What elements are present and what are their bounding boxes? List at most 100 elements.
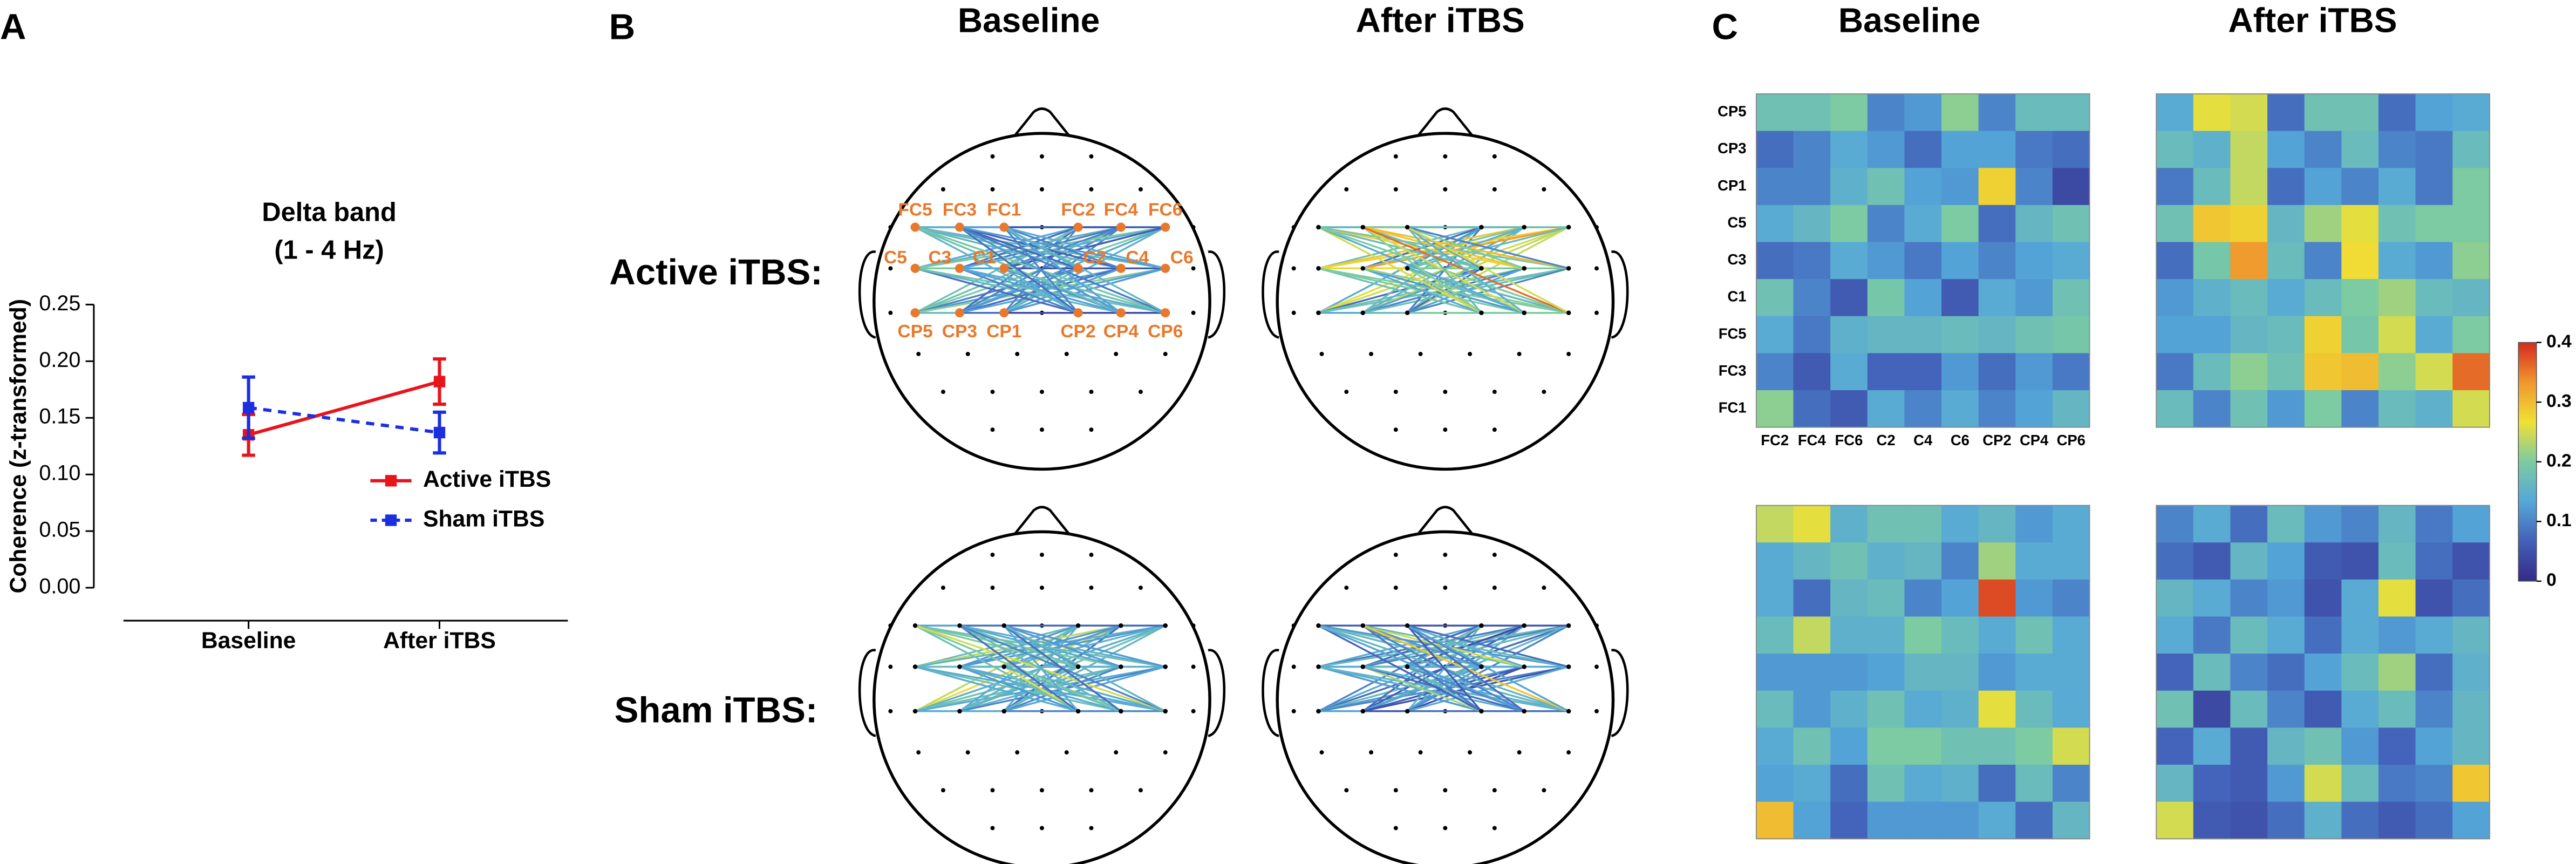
heatmap-cell xyxy=(1830,690,1868,729)
x-tick-label: Baseline xyxy=(201,628,296,654)
heatmap-cell xyxy=(2304,93,2342,132)
heatmap-cell xyxy=(2341,131,2379,169)
heatmap-cell xyxy=(2052,168,2090,206)
electrode-label: C5 xyxy=(884,248,907,268)
heatmap-cell xyxy=(2267,205,2305,243)
electrode-dot xyxy=(1089,826,1094,831)
heatmap-cell xyxy=(1867,242,1905,280)
head-ear xyxy=(1262,649,1279,737)
heatmap-cell xyxy=(1830,390,1868,428)
heatmap-cell xyxy=(1904,654,1942,691)
heatmap-cell xyxy=(2378,654,2416,691)
electrode-label: CP4 xyxy=(1103,322,1139,342)
heatmap-cell xyxy=(2156,205,2194,243)
heatmap-cell xyxy=(2378,390,2416,428)
heatmap-frame xyxy=(1755,505,2090,840)
heatmap-cell xyxy=(2304,727,2342,765)
heatmap-cell xyxy=(2156,316,2194,354)
heatmap-cell xyxy=(2230,390,2268,428)
heatmap-cell xyxy=(1756,801,1794,840)
electrode xyxy=(1405,224,1410,230)
heatmap-cell xyxy=(1867,765,1905,802)
heatmap-cell xyxy=(2378,168,2416,206)
x-tick-label: After iTBS xyxy=(383,628,496,654)
electrode xyxy=(1119,664,1123,669)
legend-marker xyxy=(385,475,397,487)
electrode-dot xyxy=(990,553,995,557)
electrode-dot xyxy=(990,427,995,432)
heatmap-cell xyxy=(2341,616,2379,655)
heatmap-cell xyxy=(2304,242,2342,280)
heatmap-cell xyxy=(2193,505,2231,543)
heatmap-cell xyxy=(2452,168,2490,206)
heatmap-cell xyxy=(1867,690,1905,729)
heatmap-cell xyxy=(2015,765,2053,802)
heatmap-cell xyxy=(1978,242,2016,280)
y-tick-label: 0.15 xyxy=(39,405,80,428)
heatmap-cell xyxy=(2378,727,2416,765)
heatmap-cell xyxy=(1756,353,1794,391)
heatmap-cell xyxy=(2230,579,2268,617)
heatmap-cell xyxy=(1830,93,1868,132)
electrode-dot xyxy=(1418,351,1423,356)
heatmap-cell xyxy=(1830,542,1868,580)
electrode-dot xyxy=(1492,154,1497,159)
heatmap-cell xyxy=(1830,616,1868,655)
heatmap-cell xyxy=(2415,654,2454,691)
electrode-label: CP6 xyxy=(1148,322,1183,342)
electrode xyxy=(1116,263,1126,273)
heatmap-cell xyxy=(2267,242,2305,280)
electrode-dot xyxy=(1191,664,1196,669)
col-label: CP6 xyxy=(2057,432,2086,448)
network-edge xyxy=(1407,624,1569,712)
electrode xyxy=(957,664,962,669)
electrode xyxy=(1566,623,1571,628)
electrode-dot xyxy=(990,788,995,793)
heatmap-cell xyxy=(2230,727,2268,765)
electrode-dot xyxy=(1492,788,1497,793)
electrode-dot xyxy=(888,709,893,713)
electrode-dot xyxy=(1191,709,1196,713)
network-edge xyxy=(1004,624,1121,668)
heatmap-cell xyxy=(2304,690,2342,729)
network-edge xyxy=(1318,226,1482,314)
electrode-dot xyxy=(1039,788,1044,793)
network-edge xyxy=(959,624,1079,712)
heatmap-cell xyxy=(2052,690,2090,729)
heatmap-cell xyxy=(2156,505,2194,543)
column-title: After iTBS xyxy=(1356,1,1525,40)
electrode-label: FC3 xyxy=(943,200,977,220)
heatmap-cell xyxy=(2230,505,2268,543)
heatmap-cell xyxy=(2304,579,2342,617)
heatmap-cell xyxy=(2415,727,2454,765)
row-title: Active iTBS: xyxy=(609,252,822,292)
heatmap-cell xyxy=(2052,390,2090,428)
heatmap-cell xyxy=(2015,579,2053,617)
marker xyxy=(433,376,446,387)
electrode xyxy=(1163,623,1168,628)
heatmap-cell xyxy=(2452,316,2490,354)
network-edge xyxy=(1003,624,1122,712)
heatmap-cell xyxy=(2052,205,2090,243)
heatmap-cell xyxy=(2052,616,2090,655)
heatmap-cell xyxy=(2156,654,2194,691)
electrode-label: FC1 xyxy=(987,200,1021,220)
electrode-dot xyxy=(1139,788,1143,793)
legend-label: Active iTBS xyxy=(423,466,551,492)
electrode xyxy=(1119,709,1123,714)
heatmap-cell xyxy=(2415,93,2454,132)
heatmap-cell xyxy=(2304,168,2342,206)
heatmap-cell xyxy=(2156,353,2194,391)
head-nose xyxy=(1416,107,1474,138)
electrode-dot xyxy=(941,586,945,590)
electrode xyxy=(1116,308,1126,318)
heatmap-cell xyxy=(1867,801,1905,840)
head-outline xyxy=(873,132,1211,471)
heatmap-cell xyxy=(1904,579,1942,617)
chart-title: Delta band xyxy=(262,198,396,227)
heatmap-cell xyxy=(2304,542,2342,580)
heatmap-cell xyxy=(2193,801,2231,840)
y-tick-label: 0.10 xyxy=(39,461,80,485)
network-edge xyxy=(1407,624,1525,668)
electrode xyxy=(1075,709,1081,714)
